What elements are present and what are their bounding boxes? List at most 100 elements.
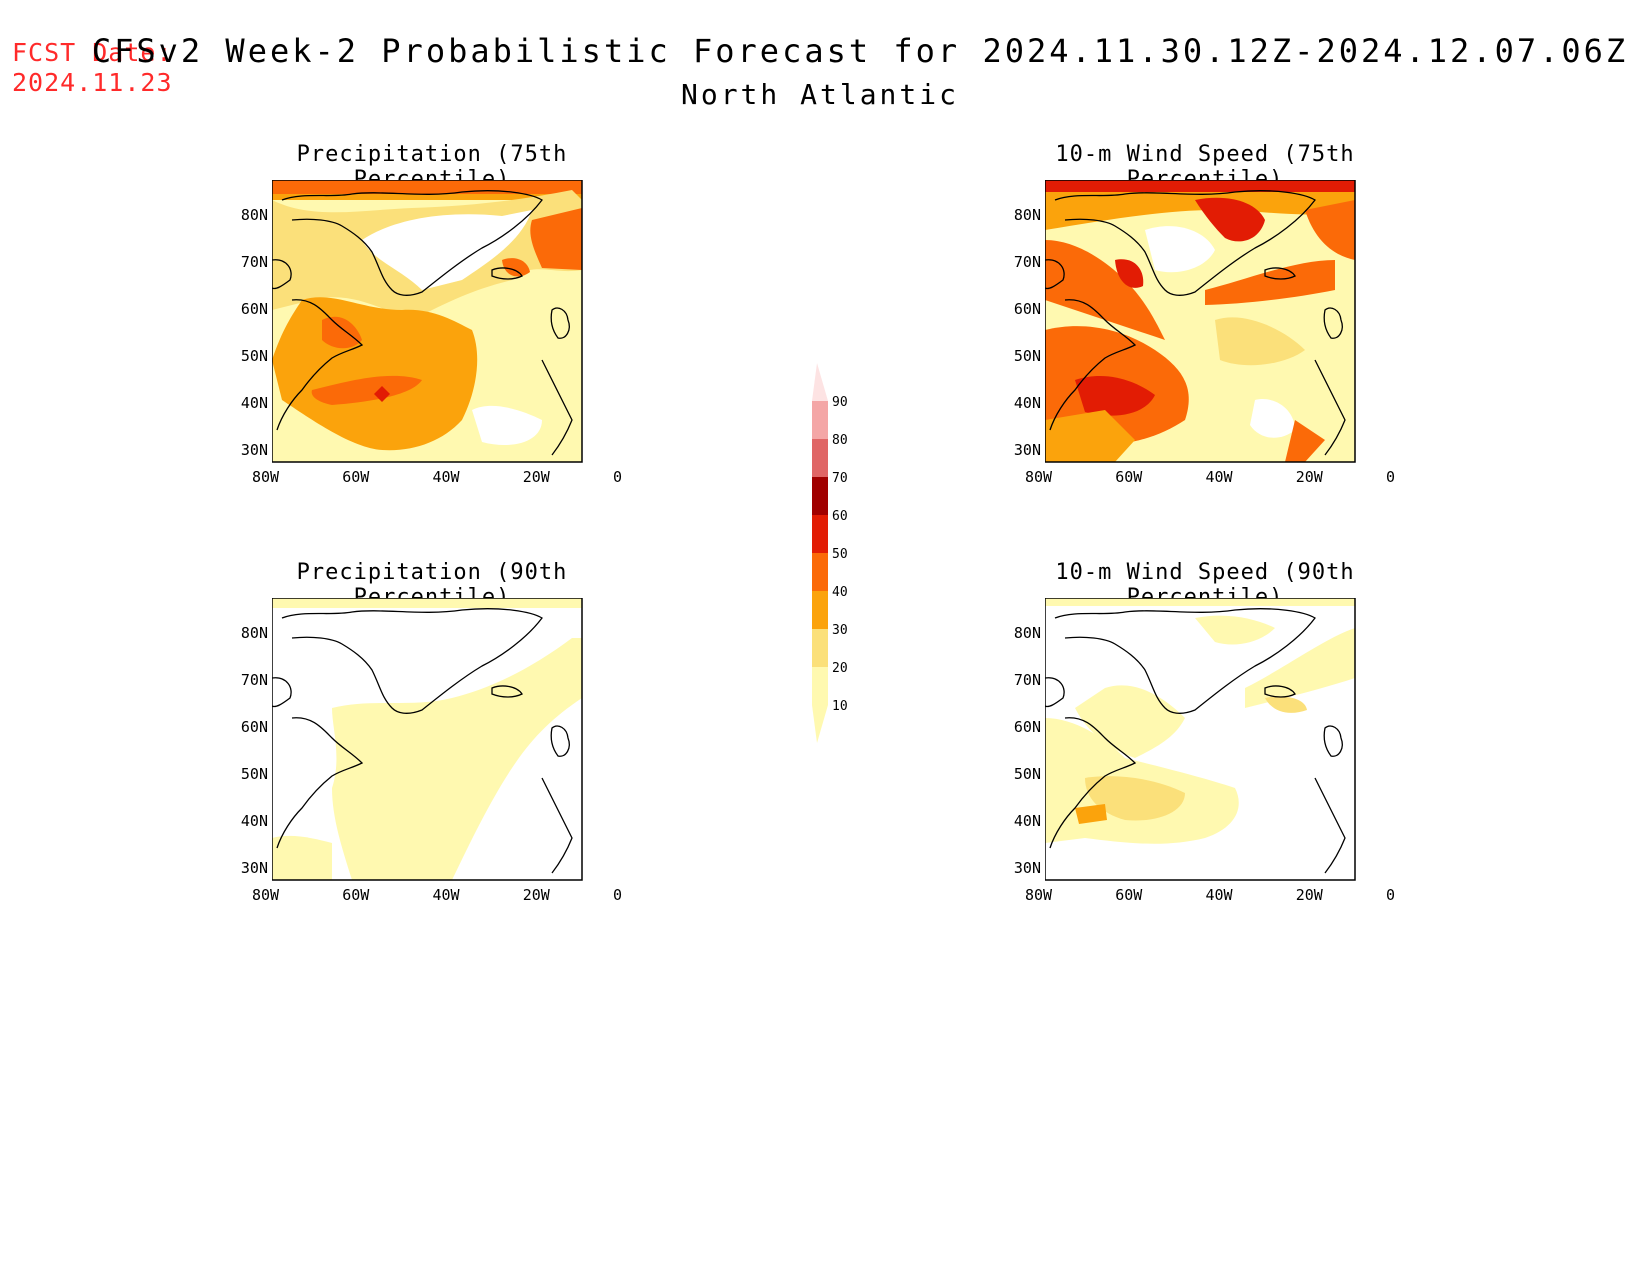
- lon-axis: 80W 60W 40W 20W 0: [252, 886, 622, 904]
- shading-layer: [272, 180, 582, 451]
- map-frame: [272, 598, 583, 881]
- lon-label: 40W: [1205, 886, 1233, 904]
- forecast-date-label: FCST Date: 2024.11.23: [12, 38, 173, 98]
- lon-label: 0: [1385, 468, 1395, 486]
- colorbar-swatch: [812, 515, 828, 553]
- colorbar-swatch: [812, 591, 828, 629]
- lat-label: 30N: [1013, 441, 1041, 459]
- colorbar-tick-label: 60: [832, 509, 848, 524]
- lon-label: 60W: [1115, 468, 1143, 486]
- page-title: CFSv2 Week-2 Probabilistic Forecast for …: [0, 32, 1640, 111]
- colorbar-tail-top: [812, 363, 828, 401]
- lon-label: 80W: [1025, 468, 1053, 486]
- lon-label: 20W: [1295, 886, 1323, 904]
- colorbar-swatch: [812, 629, 828, 667]
- lat-label: 50N: [1013, 347, 1041, 365]
- lon-label: 20W: [522, 886, 550, 904]
- fcst-date-value: 2024.11.23: [12, 68, 173, 97]
- colorbar-tick-label: 50: [832, 547, 848, 562]
- shading-layer: [1045, 598, 1355, 844]
- lat-label: 50N: [240, 765, 268, 783]
- lon-axis: 80W 60W 40W 20W 0: [1025, 886, 1395, 904]
- lat-label: 30N: [240, 441, 268, 459]
- shading-layer: [272, 598, 582, 880]
- lon-label: 40W: [1205, 468, 1233, 486]
- coastlines: [272, 190, 573, 456]
- panel-wind-75: 10-m Wind Speed (75th Percentile): [1005, 142, 1405, 522]
- colorbar-tick-label: 90: [832, 395, 848, 410]
- colorbar-tick-label: 10: [832, 699, 848, 714]
- lat-label: 70N: [1013, 671, 1041, 689]
- colorbar-tail-bottom: [812, 705, 828, 743]
- lat-label: 80N: [1013, 206, 1041, 224]
- panel-precip-90: Precipitation (90th Percentile) 80N 70N …: [232, 560, 632, 940]
- panel-wind-90: 10-m Wind Speed (90th Percentile) 80N 70…: [1005, 560, 1405, 940]
- colorbar-tick-label: 40: [832, 585, 848, 600]
- lon-axis: 80W 60W 40W 20W 0: [252, 468, 622, 486]
- map-wind-75: [1045, 180, 1356, 463]
- panel-precip-75: Precipitation (75th Percentile): [232, 142, 632, 522]
- lon-label: 60W: [342, 886, 370, 904]
- lat-label: 60N: [240, 718, 268, 736]
- lat-label: 60N: [240, 300, 268, 318]
- coastlines: [1045, 608, 1346, 874]
- lat-label: 40N: [240, 394, 268, 412]
- lon-label: 60W: [342, 468, 370, 486]
- colorbar-swatch: [812, 553, 828, 591]
- lat-label: 50N: [240, 347, 268, 365]
- main-title: CFSv2 Week-2 Probabilistic Forecast for …: [91, 32, 1629, 70]
- lon-label: 80W: [252, 468, 280, 486]
- lat-axis: 80N 70N 60N 50N 40N 30N: [232, 610, 268, 892]
- lon-label: 20W: [522, 468, 550, 486]
- region-subtitle: North Atlantic: [680, 78, 959, 111]
- lat-label: 40N: [240, 812, 268, 830]
- lon-label: 0: [612, 886, 622, 904]
- lat-label: 30N: [1013, 859, 1041, 877]
- map-frame: [272, 180, 583, 463]
- map-precip-75: [272, 180, 583, 463]
- lat-label: 30N: [240, 859, 268, 877]
- fcst-date-heading: FCST Date:: [12, 38, 173, 67]
- lon-label: 80W: [252, 886, 280, 904]
- lat-label: 60N: [1013, 300, 1041, 318]
- map-wind-90: [1045, 598, 1356, 881]
- lon-label: 60W: [1115, 886, 1143, 904]
- coastlines: [272, 608, 573, 874]
- colorbar-swatch: [812, 477, 828, 515]
- lon-label: 40W: [432, 468, 460, 486]
- colorbar-swatch: [812, 439, 828, 477]
- lat-label: 60N: [1013, 718, 1041, 736]
- lat-label: 70N: [240, 253, 268, 271]
- lat-axis: 80N 70N 60N 50N 40N 30N: [1005, 610, 1041, 892]
- lon-label: 0: [1385, 886, 1395, 904]
- lon-label: 80W: [1025, 886, 1053, 904]
- colorbar-tick-label: 20: [832, 661, 848, 676]
- lat-label: 50N: [1013, 765, 1041, 783]
- map-frame: [1045, 180, 1356, 463]
- colorbar-labels: 10 20 30 40 50 60 70 80 90: [832, 395, 848, 714]
- colorbar-swatch: [812, 667, 828, 705]
- colorbar-tick-label: 30: [832, 623, 848, 638]
- lat-label: 80N: [240, 206, 268, 224]
- colorbar-swatches: [812, 363, 828, 743]
- colorbar: 10 20 30 40 50 60 70 80 90: [812, 363, 848, 743]
- lat-label: 70N: [240, 671, 268, 689]
- lon-label: 20W: [1295, 468, 1323, 486]
- lon-label: 40W: [432, 886, 460, 904]
- lat-label: 40N: [1013, 394, 1041, 412]
- lat-label: 80N: [1013, 624, 1041, 642]
- map-frame: [1045, 598, 1356, 881]
- coastlines: [1045, 190, 1346, 456]
- lat-label: 80N: [240, 624, 268, 642]
- lat-axis: 80N 70N 60N 50N 40N 30N: [232, 192, 268, 474]
- lat-label: 40N: [1013, 812, 1041, 830]
- map-precip-90: [272, 598, 583, 881]
- lon-label: 0: [612, 468, 622, 486]
- lat-axis: 80N 70N 60N 50N 40N 30N: [1005, 192, 1041, 474]
- shading-layer: [1045, 180, 1355, 462]
- lon-axis: 80W 60W 40W 20W 0: [1025, 468, 1395, 486]
- colorbar-tick-label: 80: [832, 433, 848, 448]
- colorbar-tick-label: 70: [832, 471, 848, 486]
- colorbar-swatch: [812, 401, 828, 439]
- lat-label: 70N: [1013, 253, 1041, 271]
